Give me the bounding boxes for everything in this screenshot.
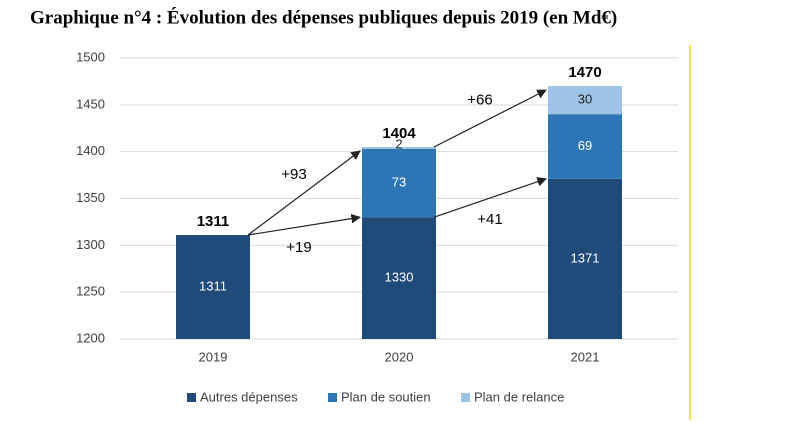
legend-label: Autres dépenses (200, 389, 298, 404)
value-label: 1371 (571, 250, 600, 265)
annotation: +66 (467, 92, 492, 109)
total-label: 1311 (197, 213, 230, 230)
annotation: +41 (477, 211, 502, 228)
legend-label: Plan de soutien (341, 389, 431, 404)
arrow (433, 89, 547, 148)
x-tick-label: 2019 (199, 349, 228, 364)
total-label: 1404 (382, 125, 416, 142)
y-tick-label: 1400 (76, 143, 105, 158)
value-label: 69 (578, 138, 592, 153)
x-tick-label: 2020 (385, 349, 414, 364)
bar-segment (176, 235, 250, 339)
arrow (433, 177, 547, 218)
x-tick-label: 2021 (571, 349, 600, 364)
value-label: 2 (395, 136, 402, 151)
legend-swatch (461, 393, 470, 402)
total-label: 1470 (568, 64, 601, 81)
y-tick-label: 1350 (76, 190, 105, 205)
bar-segment (548, 114, 622, 179)
value-label: 1311 (199, 278, 227, 293)
chart-title: Graphique n°4 : Évolution des dépenses p… (30, 6, 617, 28)
value-label: 30 (578, 92, 592, 107)
value-label: 73 (392, 174, 406, 189)
bar-segment (362, 148, 436, 218)
value-label: 1330 (385, 270, 414, 285)
y-tick-label: 1300 (76, 237, 105, 252)
annotation: +19 (286, 239, 311, 256)
legend-swatch (328, 393, 337, 402)
legend-label: Plan de relance (474, 389, 564, 404)
legend-swatch (187, 393, 196, 402)
arrow (247, 213, 361, 236)
annotation: +93 (281, 166, 306, 183)
bar-segment (548, 178, 622, 339)
y-tick-label: 1500 (76, 49, 105, 64)
y-tick-label: 1450 (76, 96, 105, 111)
y-tick-label: 1200 (76, 330, 105, 345)
bar-segment (548, 86, 622, 115)
arrow (247, 150, 361, 236)
y-tick-label: 1250 (76, 284, 105, 299)
bar-segment (362, 146, 436, 149)
bar-segment (362, 217, 436, 339)
